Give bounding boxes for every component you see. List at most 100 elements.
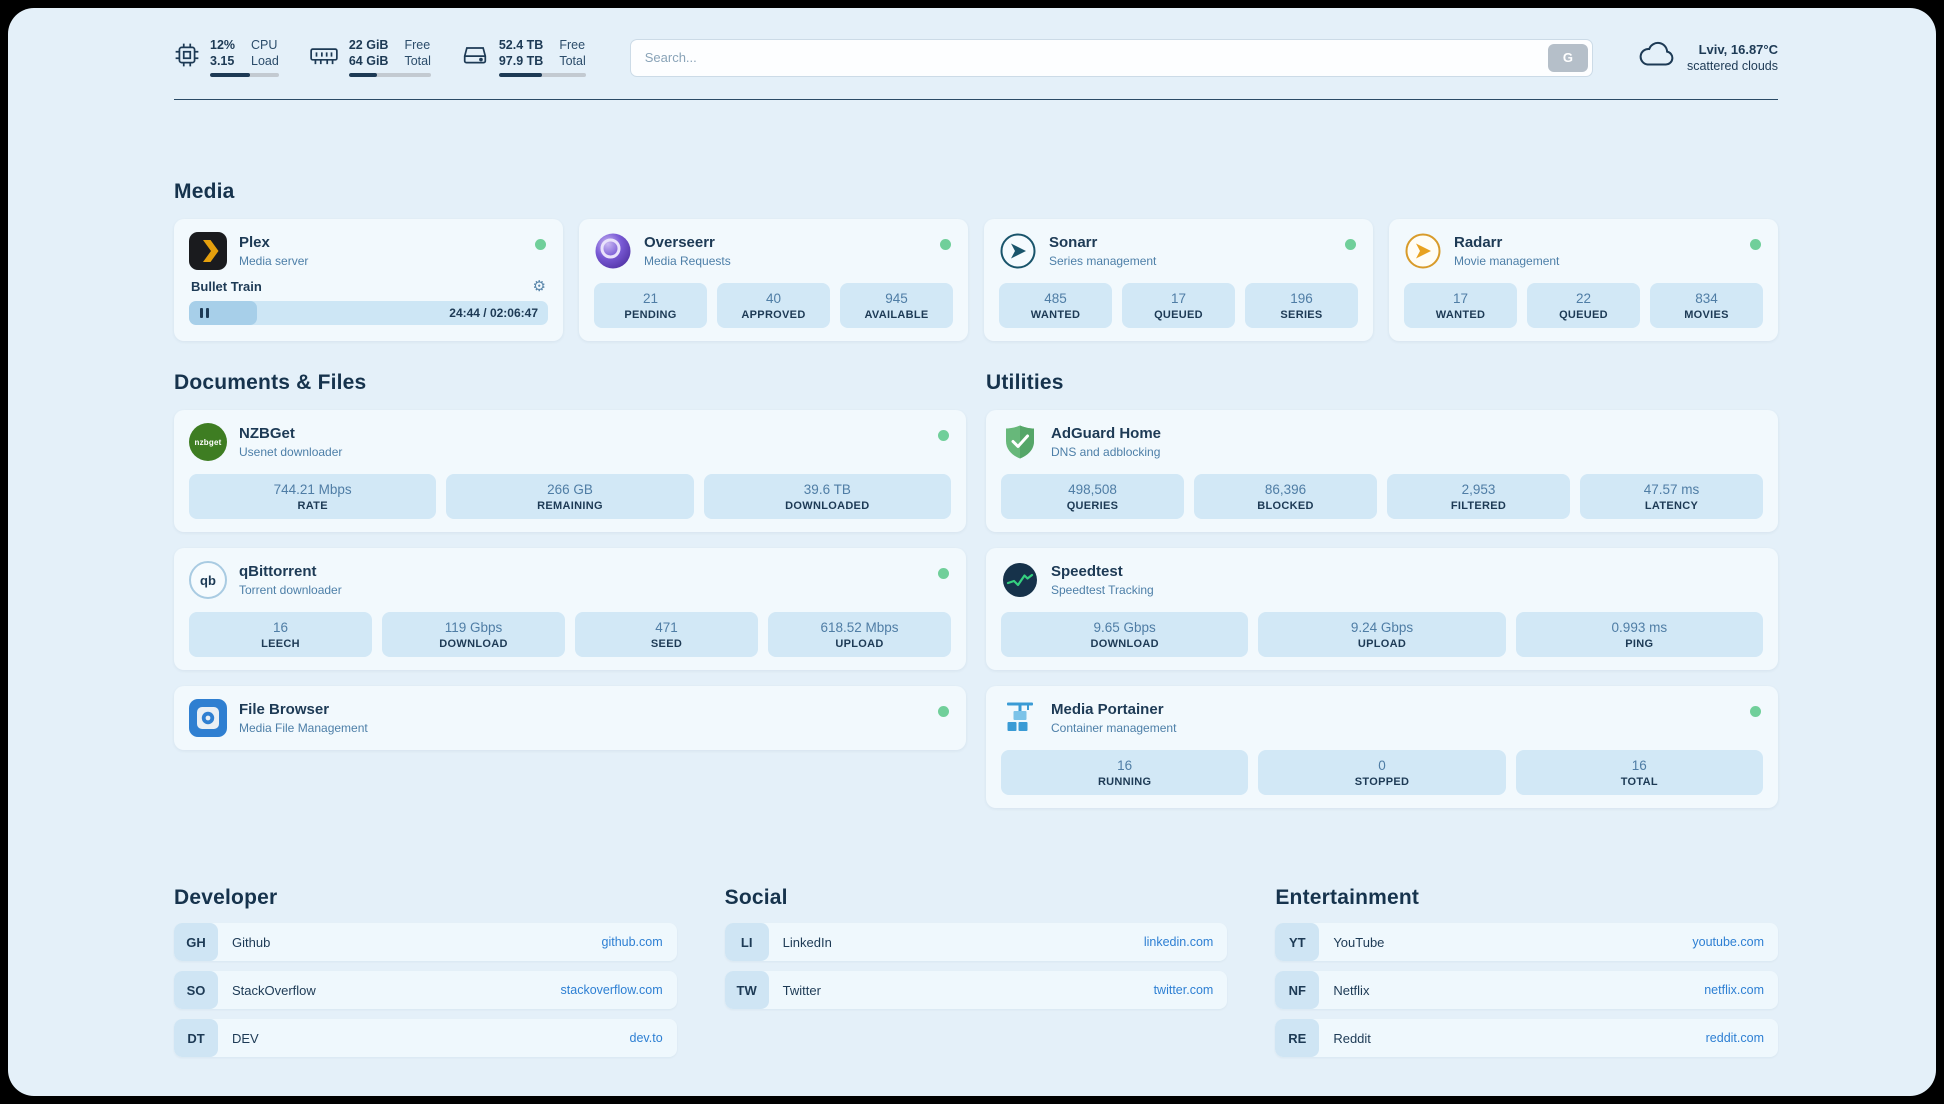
gear-icon[interactable]: ⚙: [532, 278, 546, 295]
portainer-icon: [1001, 699, 1039, 737]
bookmark-name: YouTube: [1333, 934, 1385, 950]
playback-time: 24:44 / 02:06:47: [449, 306, 538, 320]
stat-value: 498,508: [1068, 482, 1117, 497]
stat-box: 86,396 BLOCKED: [1194, 474, 1377, 519]
bookmark-reddit[interactable]: RE Reddit reddit.com: [1275, 1019, 1778, 1057]
stat-box: 498,508 QUERIES: [1001, 474, 1184, 519]
radarr-card[interactable]: Radarr Movie management 17 WANTED 22 QUE…: [1389, 219, 1778, 341]
cpu-load-value: 3.15: [210, 54, 235, 68]
adguard-meta: AdGuard Home DNS and adblocking: [1051, 425, 1161, 459]
status-dot: [940, 239, 951, 250]
bookmark-url: linkedin.com: [1143, 935, 1214, 949]
stats-row: 17 WANTED 22 QUEUED 834 MOVIES: [1404, 283, 1763, 328]
stat-label: PENDING: [624, 309, 677, 321]
stat-box: 16 TOTAL: [1515, 750, 1763, 795]
stat-label: BLOCKED: [1257, 500, 1314, 512]
cpu-progress-fill: [210, 73, 250, 77]
bookmark-group-entertainment: Entertainment YT YouTube youtube.com NF …: [1275, 886, 1778, 1057]
stat-label: TOTAL: [1620, 776, 1658, 788]
status-dot: [1750, 239, 1761, 250]
ram-free-value: 22 GiB: [348, 38, 389, 52]
stat-value: 22: [1575, 291, 1592, 306]
bookmark-dev[interactable]: DT DEV dev.to: [174, 1019, 677, 1057]
stat-box: 39.6 TB DOWNLOADED: [703, 474, 951, 519]
stat-value: 9.24 Gbps: [1350, 620, 1414, 635]
plex-icon: [189, 232, 227, 270]
search-input[interactable]: [629, 38, 1593, 77]
stat-label: RUNNING: [1097, 776, 1152, 788]
app-subtitle: Movie management: [1454, 254, 1560, 268]
bookmark-stackoverflow[interactable]: SO StackOverflow stackoverflow.com: [174, 971, 677, 1009]
stat-label: STOPPED: [1354, 776, 1410, 788]
stat-value: 0.993 ms: [1611, 620, 1668, 635]
media-section: Media Plex Media server Bullet Train ⚙: [174, 180, 1778, 341]
playback-progress-bar[interactable]: 24:44 / 02:06:47: [189, 301, 548, 325]
bookmark-url: stackoverflow.com: [560, 983, 663, 997]
disk-total-value: 97.9 TB: [498, 54, 544, 68]
cpu-percent: 12%: [210, 38, 236, 52]
cpu-metric: 12% CPU 3.15 Load: [174, 38, 279, 77]
stat-box: 744.21 Mbps RATE: [189, 474, 437, 519]
status-dot: [1345, 239, 1356, 250]
bookmark-linkedin[interactable]: LI LinkedIn linkedin.com: [724, 923, 1228, 961]
stat-value: 266 GB: [547, 482, 593, 497]
header-divider: [174, 99, 1778, 100]
plex-card[interactable]: Plex Media server Bullet Train ⚙ 24:44 /…: [174, 219, 563, 341]
stat-box: 0.993 ms PING: [1515, 612, 1763, 657]
bookmark-github[interactable]: GH Github github.com: [174, 923, 677, 961]
stat-box: 196 SERIES: [1245, 283, 1358, 328]
nzbget-card[interactable]: nzbget NZBGet Usenet downloader 744.21 M…: [174, 410, 966, 532]
bookmark-url: reddit.com: [1705, 1031, 1764, 1045]
portainer-card[interactable]: Media Portainer Container management 16 …: [986, 686, 1778, 808]
stats-row: 498,508 QUERIES 86,396 BLOCKED 2,953 FIL…: [1001, 474, 1763, 519]
stat-box: 119 Gbps DOWNLOAD: [382, 612, 565, 657]
stat-box: 17 QUEUED: [1122, 283, 1235, 328]
app-subtitle: Series management: [1049, 254, 1157, 268]
filebrowser-card[interactable]: File Browser Media File Management: [174, 686, 966, 750]
disk-label-bottom: Total: [559, 54, 586, 68]
adguard-card[interactable]: AdGuard Home DNS and adblocking 498,508 …: [986, 410, 1778, 532]
filebrowser-meta: File Browser Media File Management: [239, 701, 368, 735]
stat-box: 485 WANTED: [999, 283, 1112, 328]
bookmark-netflix[interactable]: NF Netflix netflix.com: [1275, 971, 1778, 1009]
stat-label: UPLOAD: [835, 638, 884, 650]
app-name: File Browser: [239, 701, 330, 718]
stat-value: 618.52 Mbps: [820, 620, 899, 635]
bookmark-twitter[interactable]: TW Twitter twitter.com: [724, 971, 1228, 1009]
radarr-meta: Radarr Movie management: [1454, 234, 1559, 268]
ram-metric-body: 22 GiB Free 64 GiB Total: [348, 38, 431, 77]
bookmark-name: Twitter: [782, 982, 821, 998]
stat-label: WANTED: [1435, 309, 1486, 321]
stat-value: 485: [1044, 291, 1067, 306]
overseerr-card[interactable]: Overseerr Media Requests 21 PENDING 40 A…: [579, 219, 968, 341]
qbittorrent-card[interactable]: qb qBittorrent Torrent downloader 16 LEE…: [174, 548, 966, 670]
bookmark-url: github.com: [601, 935, 663, 949]
status-dot: [1750, 706, 1761, 717]
documents-section-title: Documents & Files: [174, 371, 367, 394]
stat-value: 0: [1378, 758, 1386, 773]
cpu-metric-body: 12% CPU 3.15 Load: [210, 38, 279, 77]
bookmark-url: netflix.com: [1704, 983, 1764, 997]
stat-box: 17 WANTED: [1404, 283, 1517, 328]
stat-label: QUEUED: [1154, 309, 1203, 321]
stat-value: 21: [642, 291, 659, 306]
bookmark-youtube[interactable]: YT YouTube youtube.com: [1275, 923, 1778, 961]
speedtest-card[interactable]: Speedtest Speedtest Tracking 9.65 Gbps D…: [986, 548, 1778, 670]
utilities-column: Utilities AdGuard Home: [986, 371, 1778, 808]
stat-box: 9.24 Gbps UPLOAD: [1258, 612, 1506, 657]
search-engine-button[interactable]: G: [1547, 43, 1588, 72]
stat-label: QUERIES: [1066, 500, 1119, 512]
stat-label: UPLOAD: [1357, 638, 1407, 650]
sonarr-card[interactable]: Sonarr Series management 485 WANTED 17 Q…: [984, 219, 1373, 341]
app-name: Radarr: [1454, 234, 1503, 251]
stat-box: 16 RUNNING: [1001, 750, 1249, 795]
stat-value: 17: [1452, 291, 1469, 306]
stat-box: 266 GB REMAINING: [446, 474, 694, 519]
sonarr-icon: [999, 232, 1037, 270]
lower-columns: Documents & Files nzbget NZBGet Usenet d…: [174, 371, 1778, 808]
bookmark-url: youtube.com: [1692, 935, 1764, 949]
now-playing-title: Bullet Train: [191, 279, 262, 294]
disk-progress-bar: [498, 73, 586, 77]
ram-progress-fill: [348, 73, 377, 77]
stat-label: LEECH: [261, 638, 300, 650]
